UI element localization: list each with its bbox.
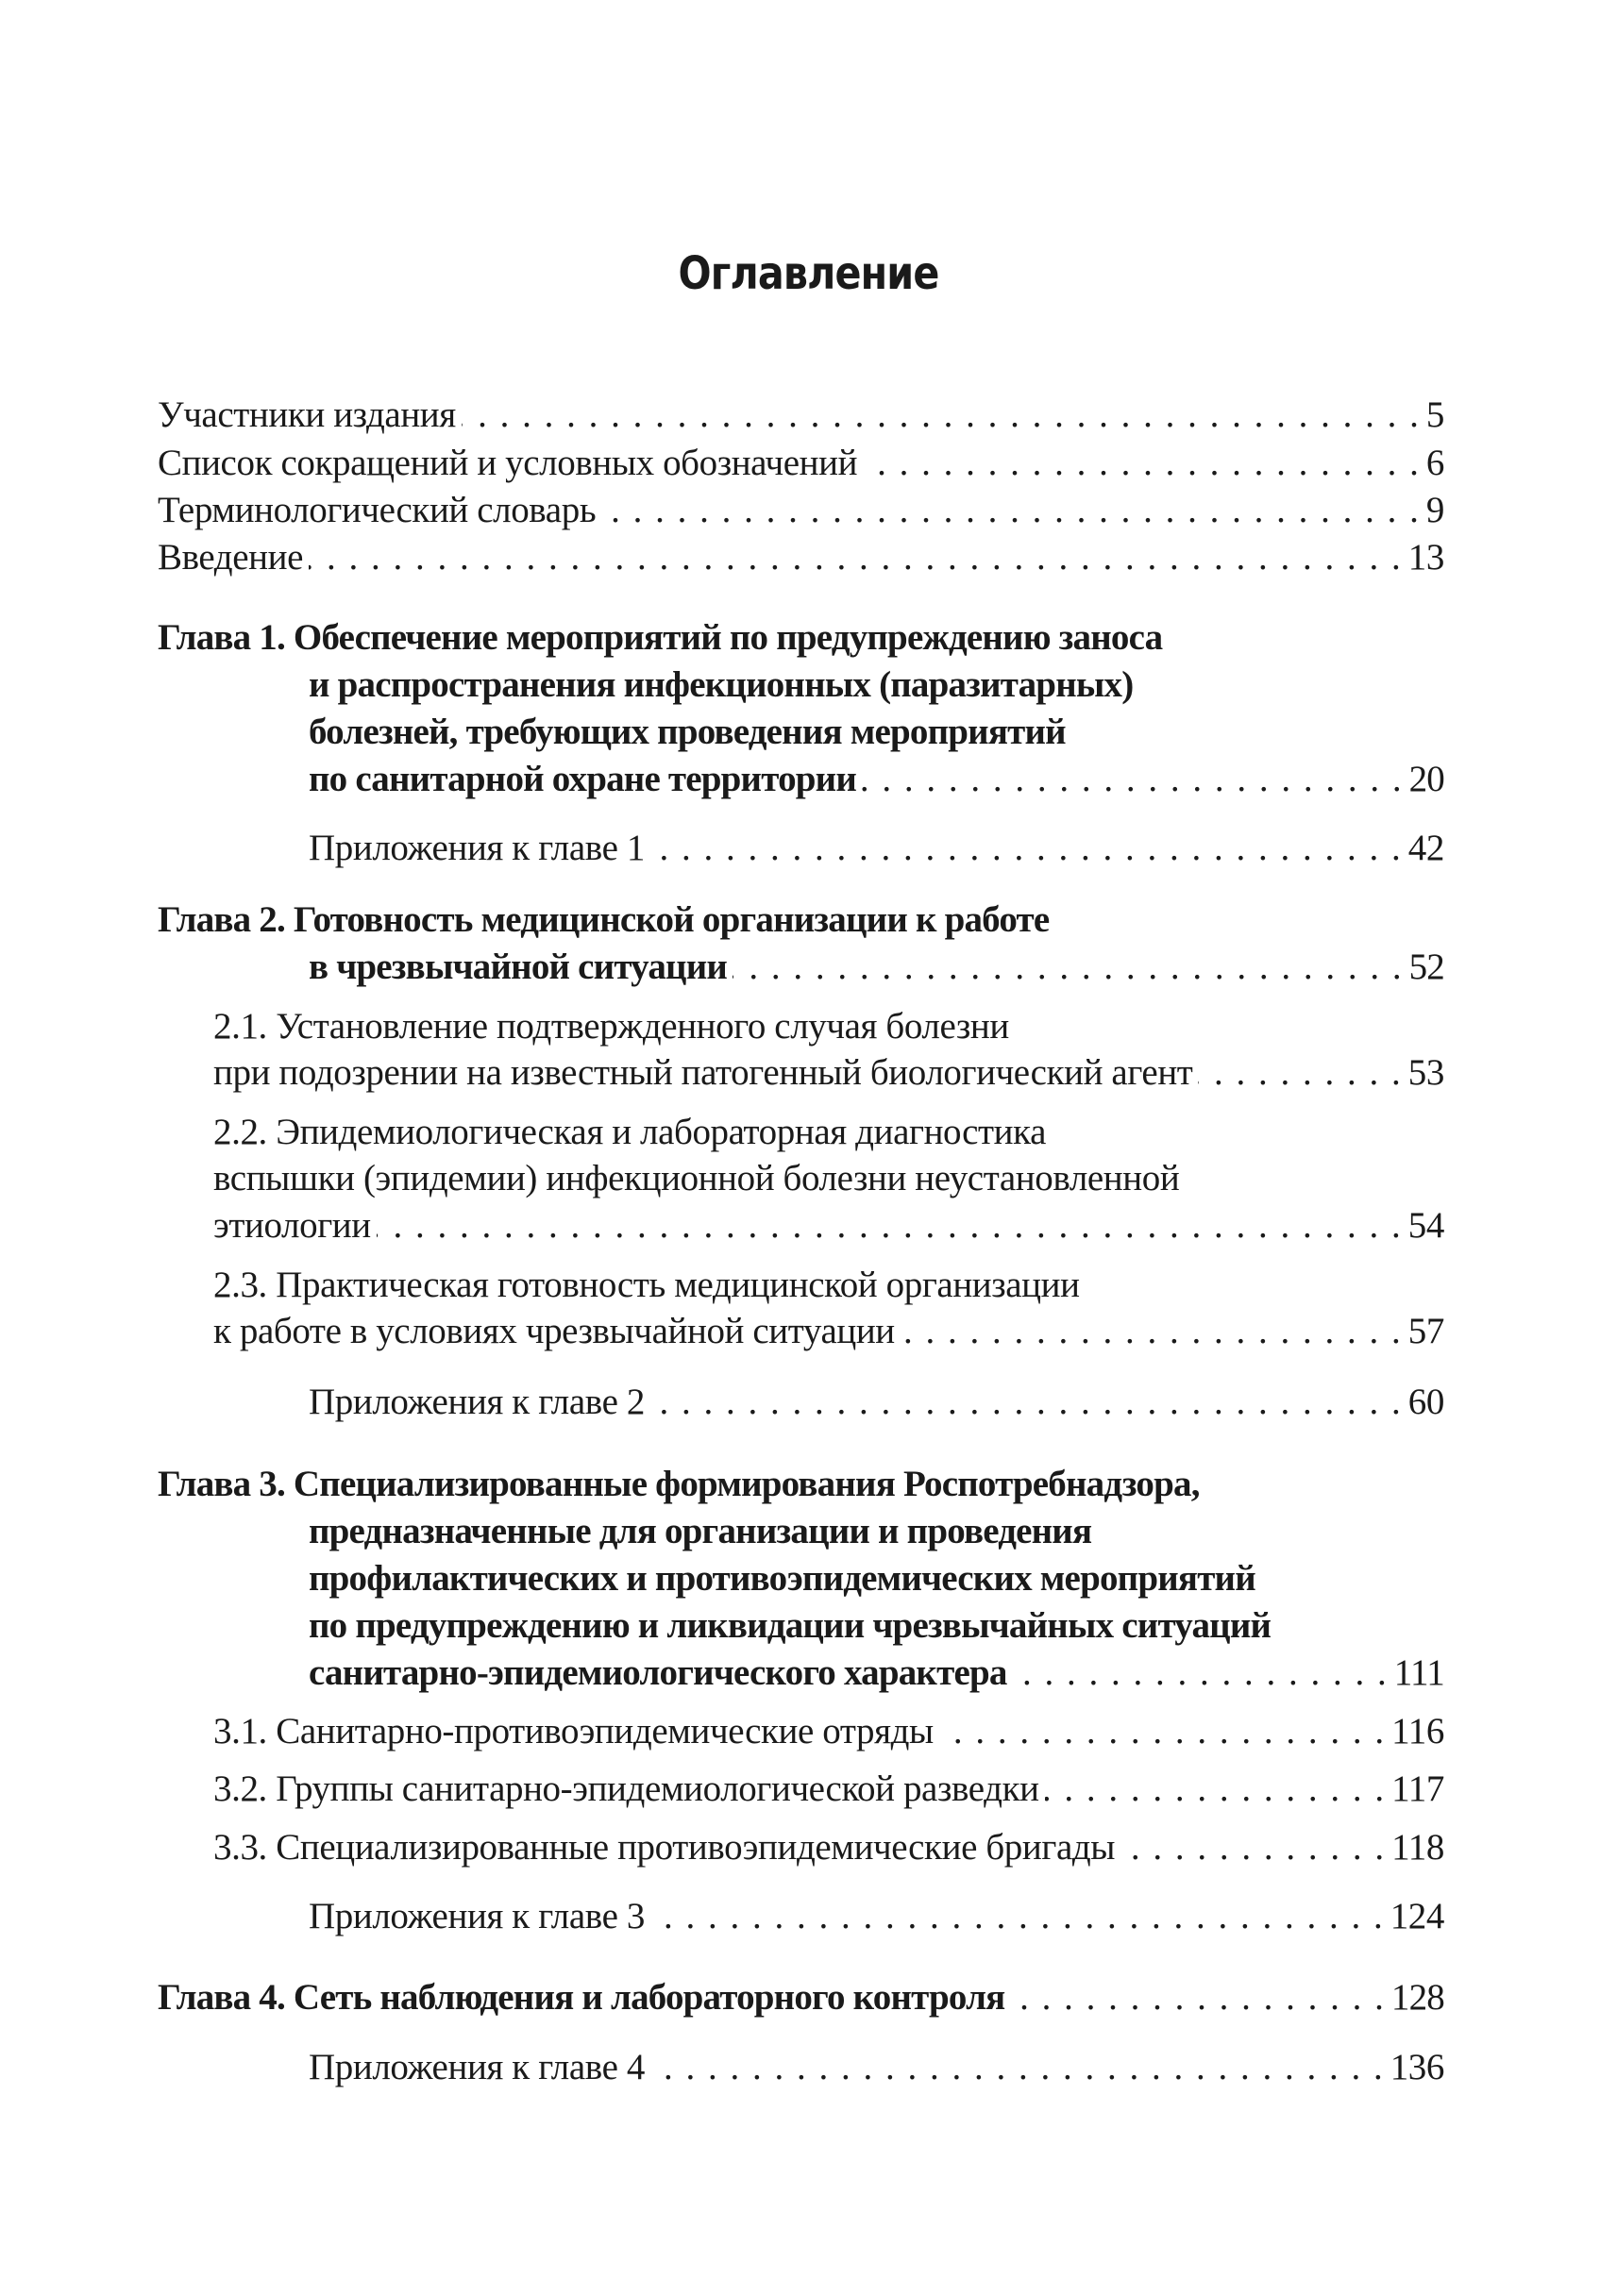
dot-leader: [650, 2046, 1385, 2088]
toc-entry[interactable]: и распространения инфекционных (паразита…: [309, 663, 1444, 711]
toc-entry-title: 3.2. Группы санитарно-эпидемиологической…: [213, 1768, 1039, 1809]
toc-entry-page: 5: [1425, 394, 1445, 435]
toc-entry[interactable]: санитарно-эпидемиологического характера 1…: [309, 1651, 1445, 1699]
toc-entry-page: 42: [1407, 828, 1445, 868]
toc-entry-page: 6: [1425, 443, 1445, 483]
dot-leader: [650, 1895, 1385, 1937]
toc-entry-title: Глава 3. Специализированные формирования…: [158, 1464, 1200, 1504]
toc-entry-page: 124: [1390, 1896, 1445, 1936]
toc-entry-title: к работе в условиях чрезвычайной ситуаци…: [213, 1311, 895, 1351]
toc-entry-page: 136: [1390, 2047, 1445, 2087]
toc-entry-title: Список сокращений и условных обозначений: [158, 443, 858, 483]
toc-entry[interactable]: Терминологический словарь 9: [158, 489, 1444, 536]
toc-entry-page: 13: [1407, 537, 1445, 578]
toc-entry-page: 111: [1393, 1652, 1445, 1693]
toc-entry-title: этиологии: [213, 1205, 371, 1246]
toc-entry[interactable]: болезней, требующих проведения мероприят…: [309, 711, 1444, 758]
toc-entry[interactable]: Участники издания 5: [158, 394, 1444, 441]
toc-entry[interactable]: в чрезвычайной ситуации 52: [309, 946, 1445, 993]
toc-entry-title: 3.1. Санитарно-противоэпидемические отря…: [213, 1711, 934, 1751]
toc-entry-title: предназначенные для организации и провед…: [309, 1511, 1092, 1551]
dot-leader: [462, 394, 1421, 436]
toc-entry-title: в чрезвычайной ситуации: [309, 947, 728, 987]
toc-entry-title: 2.2. Эпидемиологическая и лабораторная д…: [213, 1112, 1047, 1152]
dot-leader: [650, 827, 1403, 869]
dot-leader: [601, 489, 1421, 531]
toc-entry[interactable]: 2.2. Эпидемиологическая и лабораторная д…: [213, 1111, 1444, 1158]
toc-entry-title: Глава 1. Обеспечение мероприятий по пред…: [158, 617, 1163, 658]
toc-entry[interactable]: Глава 1. Обеспечение мероприятий по пред…: [158, 616, 1444, 663]
toc-entry-page: 53: [1407, 1052, 1445, 1093]
toc-entry-title: Приложения к главе 2: [309, 1382, 645, 1422]
toc-entry[interactable]: при подозрении на известный патогенный б…: [213, 1051, 1444, 1098]
dot-leader: [309, 536, 1403, 578]
toc-entry[interactable]: к работе в условиях чрезвычайной ситуаци…: [213, 1310, 1444, 1357]
toc-entry-title: 2.1. Установление подтвержденного случая…: [213, 1006, 1009, 1047]
toc-entry[interactable]: по санитарной охране территории 20: [309, 758, 1445, 805]
toc-entry[interactable]: по предупреждению и ликвидации чрезвычай…: [309, 1604, 1444, 1651]
dot-leader: [650, 1381, 1403, 1423]
dot-leader: [1013, 1651, 1389, 1694]
toc-entry-title: и распространения инфекционных (паразита…: [309, 664, 1134, 705]
toc-entry-title: Терминологический словарь: [158, 490, 597, 530]
toc-entry-title: по санитарной охране территории: [309, 759, 857, 799]
toc-entry-page: 57: [1407, 1311, 1445, 1351]
toc-entry-title: вспышки (эпидемии) инфекционной болезни …: [213, 1158, 1180, 1198]
dot-leader: [377, 1204, 1403, 1247]
toc-entry[interactable]: Приложения к главе 3 124: [309, 1895, 1444, 1942]
toc-entry[interactable]: Глава 4. Сеть наблюдения и лабораторного…: [158, 1976, 1445, 2023]
toc-entry-title: Приложения к главе 1: [309, 828, 645, 868]
dot-leader: [939, 1710, 1386, 1752]
toc-entry-title: Приложения к главе 3: [309, 1896, 645, 1936]
toc-entry-title: Введение: [158, 537, 303, 578]
toc-entry[interactable]: 3.1. Санитарно-противоэпидемические отря…: [213, 1710, 1444, 1757]
dot-leader: [1198, 1051, 1402, 1094]
toc-entry[interactable]: 2.3. Практическая готовность медицинской…: [213, 1264, 1444, 1311]
page-title: Оглавление: [678, 247, 940, 300]
toc-entry[interactable]: Список сокращений и условных обозначений…: [158, 442, 1444, 489]
toc-entry[interactable]: Введение 13: [158, 536, 1444, 583]
toc-entry-title: санитарно-эпидемиологического характера: [309, 1652, 1007, 1693]
toc-entry[interactable]: 3.2. Группы санитарно-эпидемиологической…: [213, 1768, 1444, 1815]
toc-entry-title: Глава 2. Готовность медицинской организа…: [158, 899, 1050, 940]
toc-entry-page: 20: [1408, 759, 1445, 799]
toc-entry-page: 118: [1391, 1827, 1444, 1868]
dot-leader: [1120, 1826, 1386, 1869]
toc-entry-title: 3.3. Специализированные противоэпидемиче…: [213, 1827, 1116, 1868]
dot-leader: [733, 946, 1404, 988]
toc-entry-title: Приложения к главе 4: [309, 2047, 645, 2087]
toc-entry-title: Глава 4. Сеть наблюдения и лабораторного…: [158, 1977, 1005, 2018]
toc-entry-page: 128: [1390, 1977, 1445, 2018]
toc-entry-page: 117: [1391, 1768, 1444, 1809]
toc-entry[interactable]: Глава 2. Готовность медицинской организа…: [158, 898, 1444, 946]
dot-leader: [1010, 1976, 1385, 2019]
toc-entry-page: 9: [1425, 490, 1445, 530]
dot-leader: [863, 442, 1421, 484]
toc-entry[interactable]: 2.1. Установление подтвержденного случая…: [213, 1005, 1444, 1052]
toc-entry-title: профилактических и противоэпидемических …: [309, 1558, 1256, 1599]
toc-entry[interactable]: предназначенные для организации и провед…: [309, 1510, 1444, 1557]
dot-leader: [862, 758, 1404, 800]
toc-entry-title: 2.3. Практическая готовность медицинской…: [213, 1265, 1080, 1305]
toc-entry[interactable]: Приложения к главе 2 60: [309, 1381, 1444, 1428]
toc-entry[interactable]: Приложения к главе 1 42: [309, 827, 1444, 874]
toc-entry[interactable]: профилактических и противоэпидемических …: [309, 1557, 1444, 1604]
toc-entry[interactable]: 3.3. Специализированные противоэпидемиче…: [213, 1826, 1444, 1873]
toc-entry-page: 52: [1408, 947, 1445, 987]
toc-entry-page: 54: [1407, 1205, 1445, 1246]
dot-leader: [1045, 1768, 1387, 1810]
toc-entry-title: при подозрении на известный патогенный б…: [213, 1052, 1193, 1093]
toc-entry-title: по предупреждению и ликвидации чрезвычай…: [309, 1605, 1272, 1646]
toc-entry[interactable]: Приложения к главе 4 136: [309, 2046, 1444, 2093]
toc-entry[interactable]: Глава 3. Специализированные формирования…: [158, 1463, 1444, 1510]
toc-entry-title: Участники издания: [158, 394, 456, 435]
dot-leader: [901, 1310, 1403, 1352]
toc-entry[interactable]: этиологии 54: [213, 1204, 1444, 1251]
toc-entry[interactable]: вспышки (эпидемии) инфекционной болезни …: [213, 1157, 1444, 1204]
toc-entry-title: болезней, требующих проведения мероприят…: [309, 712, 1067, 752]
toc-entry-page: 116: [1391, 1711, 1444, 1751]
toc-entry-page: 60: [1407, 1382, 1445, 1422]
